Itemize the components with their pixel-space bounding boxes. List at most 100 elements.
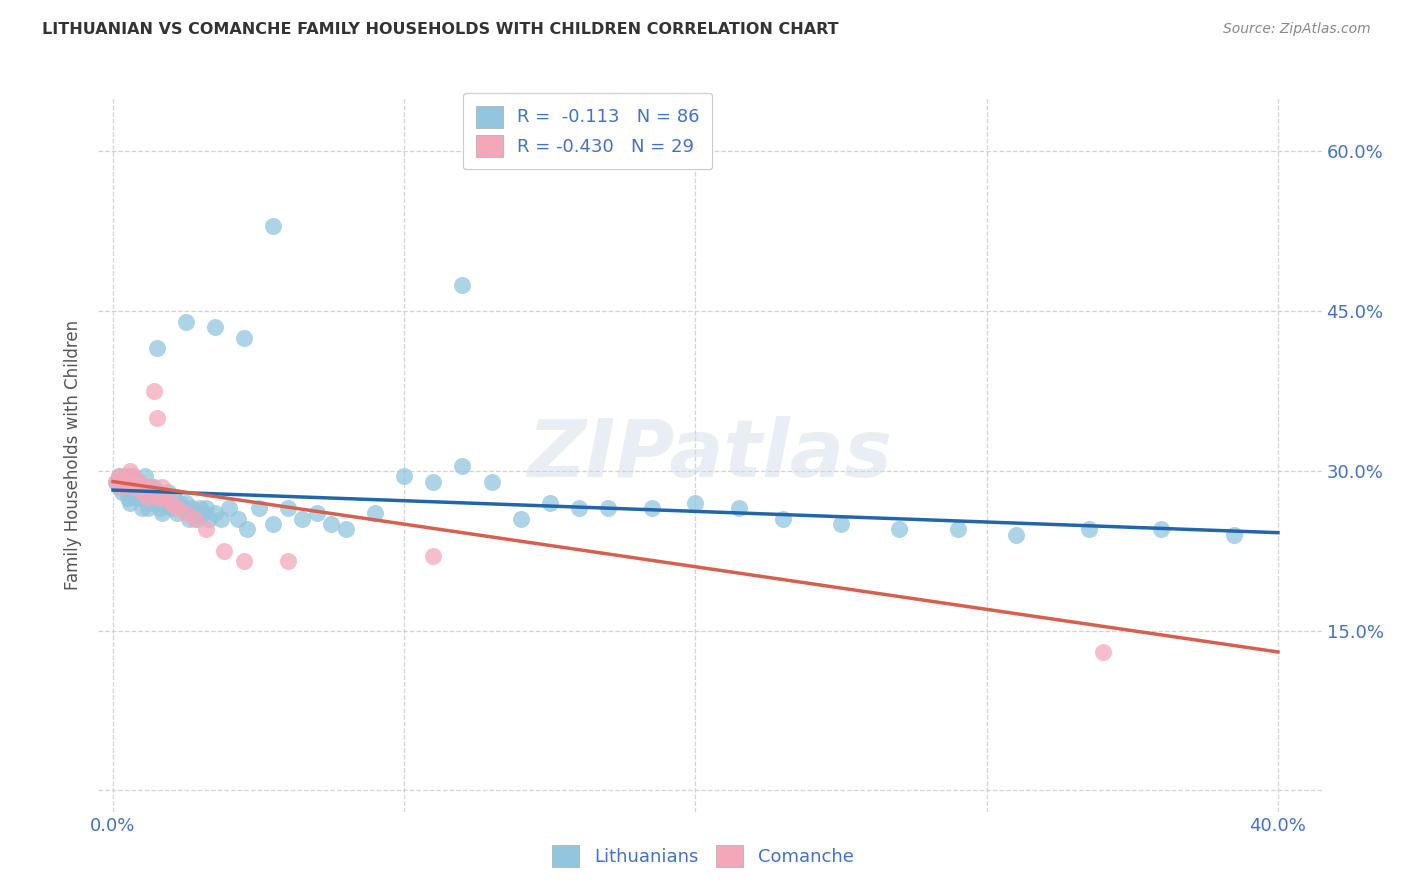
Point: [180, 501, 202, 516]
Point: [568, 501, 591, 516]
Point: [335, 523, 357, 537]
Point: [125, 491, 148, 505]
Point: [152, 480, 174, 494]
Point: [166, 501, 188, 516]
Point: [139, 496, 162, 510]
Point: [236, 523, 259, 537]
Point: [128, 485, 150, 500]
Point: [142, 480, 165, 494]
Point: [145, 410, 167, 425]
Point: [152, 507, 174, 521]
Point: [174, 507, 197, 521]
Text: Source: ZipAtlas.com: Source: ZipAtlas.com: [1223, 22, 1371, 37]
Point: [145, 485, 167, 500]
Point: [120, 485, 142, 500]
Point: [108, 480, 131, 494]
Text: LITHUANIAN VS COMANCHE FAMILY HOUSEHOLDS WITH CHILDREN CORRELATION CHART: LITHUANIAN VS COMANCHE FAMILY HOUSEHOLDS…: [42, 22, 839, 37]
Point: [772, 512, 794, 526]
Point: [136, 501, 159, 516]
Point: [160, 501, 183, 516]
Point: [728, 501, 751, 516]
Point: [946, 523, 969, 537]
Point: [481, 475, 503, 489]
Point: [117, 480, 139, 494]
Point: [277, 554, 299, 568]
Point: [155, 496, 177, 510]
Point: [305, 507, 328, 521]
Point: [108, 469, 131, 483]
Point: [364, 507, 387, 521]
Point: [131, 491, 153, 505]
Point: [160, 496, 183, 510]
Point: [685, 496, 707, 510]
Point: [226, 512, 249, 526]
Point: [451, 277, 474, 292]
Point: [598, 501, 620, 516]
Point: [139, 480, 162, 494]
Point: [291, 512, 314, 526]
Point: [104, 475, 127, 489]
Point: [177, 512, 200, 526]
Point: [172, 501, 194, 516]
Point: [1223, 528, 1246, 542]
Point: [155, 491, 177, 505]
Point: [125, 480, 148, 494]
Point: [233, 554, 256, 568]
Point: [120, 496, 142, 510]
Point: [1092, 645, 1115, 659]
Point: [114, 480, 136, 494]
Point: [1077, 523, 1099, 537]
Point: [1150, 523, 1173, 537]
Point: [134, 480, 156, 494]
Point: [128, 475, 150, 489]
Point: [125, 480, 148, 494]
Point: [422, 549, 444, 563]
Point: [193, 507, 215, 521]
Point: [122, 469, 145, 483]
Point: [145, 496, 167, 510]
Point: [183, 512, 205, 526]
Point: [321, 517, 343, 532]
Point: [142, 491, 165, 505]
Point: [1004, 528, 1026, 542]
Point: [394, 469, 416, 483]
Legend: R =  -0.113   N = 86, R = -0.430   N = 29: R = -0.113 N = 86, R = -0.430 N = 29: [463, 93, 713, 169]
Point: [122, 469, 145, 483]
Point: [451, 458, 474, 473]
Y-axis label: Family Households with Children: Family Households with Children: [65, 320, 83, 590]
Point: [111, 480, 134, 494]
Point: [204, 507, 226, 521]
Legend: Lithuanians, Comanche: Lithuanians, Comanche: [546, 838, 860, 874]
Point: [131, 501, 153, 516]
Point: [209, 512, 232, 526]
Point: [509, 512, 531, 526]
Point: [136, 491, 159, 505]
Point: [145, 342, 167, 356]
Point: [111, 475, 134, 489]
Point: [186, 512, 208, 526]
Point: [149, 501, 172, 516]
Point: [136, 491, 159, 505]
Point: [131, 485, 153, 500]
Point: [233, 331, 256, 345]
Point: [218, 501, 240, 516]
Point: [262, 517, 284, 532]
Point: [247, 501, 270, 516]
Point: [169, 496, 191, 510]
Point: [195, 501, 218, 516]
Point: [142, 384, 165, 398]
Point: [538, 496, 561, 510]
Point: [120, 464, 142, 478]
Point: [134, 480, 156, 494]
Point: [277, 501, 299, 516]
Point: [163, 491, 186, 505]
Point: [422, 475, 444, 489]
Point: [117, 491, 139, 505]
Point: [183, 507, 205, 521]
Point: [212, 543, 235, 558]
Text: ZIPatlas: ZIPatlas: [527, 416, 893, 494]
Point: [134, 469, 156, 483]
Point: [157, 485, 180, 500]
Point: [117, 469, 139, 483]
Point: [641, 501, 664, 516]
